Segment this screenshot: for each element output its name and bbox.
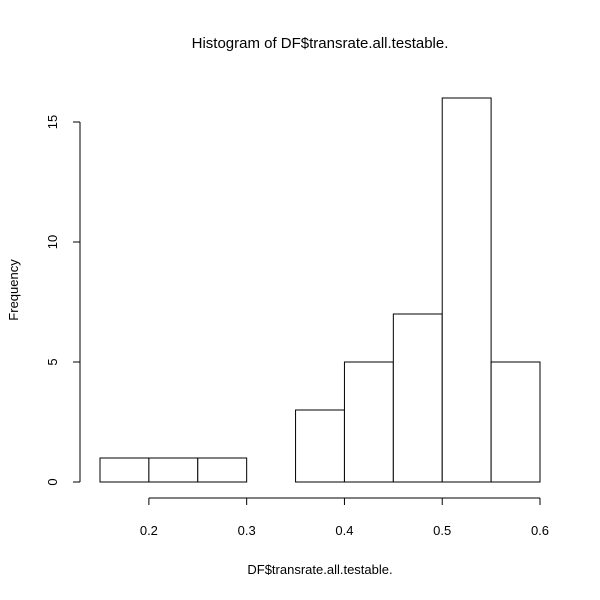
x-tick-label: 0.6 (531, 523, 549, 538)
y-tick-label: 0 (45, 478, 60, 485)
histogram-bar (148, 457, 199, 483)
y-tick-label: 10 (45, 235, 60, 249)
x-axis: 0.2 0.3 0.4 0.5 0.6 (140, 497, 549, 538)
x-tick-label: 0.4 (335, 523, 353, 538)
x-tick-label: 0.2 (140, 523, 158, 538)
histogram-bar (392, 313, 443, 483)
y-tick-label: 15 (45, 115, 60, 129)
x-axis-label: DF$transrate.all.testable. (247, 562, 392, 577)
histogram-bar (295, 409, 345, 483)
x-tick-label: 0.5 (433, 523, 451, 538)
x-tick-label: 0.3 (238, 523, 256, 538)
histogram-bar (441, 97, 492, 483)
histogram-bar (99, 457, 150, 483)
y-tick-label: 5 (45, 358, 60, 365)
histogram-bar (490, 361, 541, 483)
histogram-bar (197, 457, 248, 483)
bars-group (99, 97, 541, 483)
y-axis-label: Frequency (6, 259, 21, 321)
histogram-bar (343, 361, 394, 483)
y-axis: 0 5 10 15 (45, 115, 81, 486)
chart-title: Histogram of DF$transrate.all.testable. (192, 35, 449, 52)
